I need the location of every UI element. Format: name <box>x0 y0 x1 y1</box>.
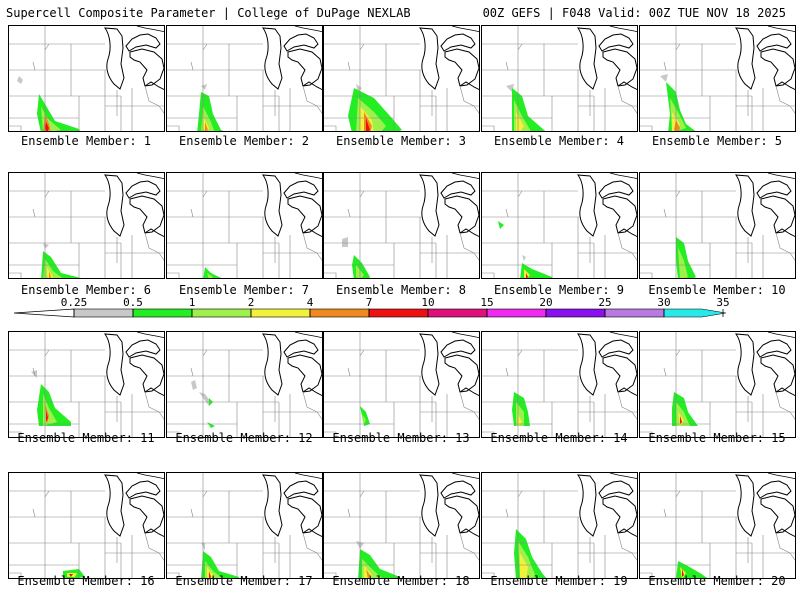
member-8-map-panel <box>323 172 480 279</box>
colorbar-segment-11 <box>663 308 727 318</box>
member-18-label: Ensemble Member: 18 <box>332 574 470 588</box>
colorbar-min-arrow <box>14 308 75 318</box>
colorbar-segment-1 <box>73 308 134 318</box>
colorbar-tick-label: 0.25 <box>61 296 88 309</box>
member-12-label: Ensemble Member: 12 <box>175 431 313 445</box>
colorbar-tick-label: 7 <box>366 296 373 309</box>
member-9-map-panel <box>481 172 638 279</box>
member-11-map-panel <box>8 331 165 438</box>
colorbar-segment-4 <box>250 308 311 318</box>
member-1-map-panel <box>8 25 165 132</box>
member-20-label: Ensemble Member: 20 <box>648 574 786 588</box>
member-20-map-panel <box>639 472 796 579</box>
colorbar-tick-label: 1 <box>189 296 196 309</box>
member-16-map-panel <box>8 472 165 579</box>
member-14-label: Ensemble Member: 14 <box>490 431 628 445</box>
member-4-label: Ensemble Member: 4 <box>493 134 625 148</box>
colorbar-tick-label: 15 <box>480 296 493 309</box>
colorbar-tick-label: 10 <box>421 296 434 309</box>
member-17-map-panel <box>166 472 323 579</box>
scp-colorbar: 0.25 0.5 1 2 4 7 10 15 20 25 30 35 <box>14 296 730 318</box>
colorbar-segment-7 <box>427 308 488 318</box>
member-1-label: Ensemble Member: 1 <box>20 134 152 148</box>
member-6-map-panel <box>8 172 165 279</box>
colorbar-tick-label: 4 <box>307 296 314 309</box>
member-7-map-panel <box>166 172 323 279</box>
colorbar-segment-3 <box>191 308 252 318</box>
colorbar-tick-label: 2 <box>248 296 255 309</box>
member-8-label: Ensemble Member: 8 <box>335 283 467 297</box>
member-9-label: Ensemble Member: 9 <box>493 283 625 297</box>
run-info: 00Z GEFS | F048 Valid: 00Z TUE NOV 18 20… <box>482 6 786 20</box>
member-19-map-panel <box>481 472 638 579</box>
member-16-label: Ensemble Member: 16 <box>17 574 155 588</box>
member-4-map-panel <box>481 25 638 132</box>
colorbar-segment-8 <box>486 308 547 318</box>
member-5-label: Ensemble Member: 5 <box>651 134 783 148</box>
map-title: Supercell Composite Parameter | College … <box>6 6 411 20</box>
member-6-label: Ensemble Member: 6 <box>20 283 152 297</box>
member-11-label: Ensemble Member: 11 <box>17 431 155 445</box>
member-2-map-panel <box>166 25 323 132</box>
member-3-label: Ensemble Member: 3 <box>335 134 467 148</box>
colorbar-segment-5 <box>309 308 370 318</box>
colorbar-tick-label: 20 <box>539 296 552 309</box>
member-17-label: Ensemble Member: 17 <box>175 574 313 588</box>
member-12-map-panel <box>166 331 323 438</box>
member-10-map-panel <box>639 172 796 279</box>
colorbar-tick-label: 35 <box>716 296 729 309</box>
colorbar-tick-label: 25 <box>598 296 611 309</box>
colorbar-segment-10 <box>604 308 665 318</box>
member-13-label: Ensemble Member: 13 <box>332 431 470 445</box>
member-7-label: Ensemble Member: 7 <box>178 283 310 297</box>
member-14-map-panel <box>481 331 638 438</box>
member-5-map-panel <box>639 25 796 132</box>
member-10-label: Ensemble Member: 10 <box>648 283 786 297</box>
colorbar-tick-label: 0.5 <box>123 296 143 309</box>
member-15-map-panel <box>639 331 796 438</box>
colorbar-segment-2 <box>132 308 193 318</box>
member-18-map-panel <box>323 472 480 579</box>
member-13-map-panel <box>323 331 480 438</box>
colorbar-segment-9 <box>545 308 606 318</box>
colorbar-tick-label: 30 <box>657 296 670 309</box>
member-19-label: Ensemble Member: 19 <box>490 574 628 588</box>
member-15-label: Ensemble Member: 15 <box>648 431 786 445</box>
member-2-label: Ensemble Member: 2 <box>178 134 310 148</box>
member-3-map-panel <box>323 25 480 132</box>
colorbar-segment-6 <box>368 308 429 318</box>
